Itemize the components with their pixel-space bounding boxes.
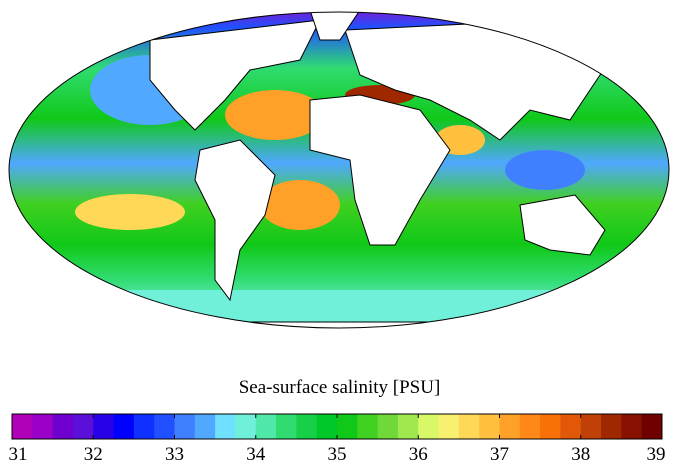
salinity-map	[8, 11, 670, 329]
antarctica	[9, 321, 669, 328]
colorbar-bin	[418, 414, 440, 439]
colorbar-bin	[337, 414, 358, 439]
colorbar-tick-label: 38	[571, 444, 591, 465]
colorbar-bin	[93, 414, 115, 439]
colorbar-bin	[32, 414, 54, 439]
colorbar-tick-label: 35	[327, 444, 347, 465]
colorbar-bin	[154, 414, 175, 439]
colorbar-tick-label: 39	[646, 444, 666, 465]
colorbar-bin	[12, 414, 33, 439]
globe-outline	[8, 11, 670, 329]
colorbar-bin	[458, 414, 480, 439]
colorbar-bin	[72, 414, 94, 439]
south-pacific-high	[75, 194, 185, 230]
colorbar-bin	[133, 414, 155, 439]
colorbar-bin	[255, 414, 277, 439]
colorbar-bin	[194, 414, 216, 439]
south-america	[194, 139, 276, 302]
north-america	[149, 19, 321, 131]
colorbar	[11, 413, 663, 440]
colorbar-tick-label: 37	[490, 444, 509, 465]
colorbar-bin	[397, 414, 419, 439]
colorbar-bin	[174, 414, 196, 439]
colorbar-bin	[438, 414, 460, 439]
colorbar-bin	[479, 414, 500, 439]
indonesia-low	[505, 150, 585, 190]
australia	[519, 194, 606, 256]
colorbar-bin	[560, 414, 582, 439]
colorbar-bin	[377, 414, 399, 439]
ocean-field	[9, 12, 669, 328]
colorbar-bin	[540, 414, 561, 439]
colorbar-tick-label: 32	[83, 444, 103, 465]
colorbar-bin	[641, 414, 663, 439]
colorbar-bin	[499, 414, 521, 439]
colorbar-bin	[215, 414, 236, 439]
colorbar-bin	[52, 414, 74, 439]
africa	[309, 94, 451, 246]
north-atlantic-high	[225, 90, 325, 140]
colorbar-bin	[601, 414, 622, 439]
colorbar-bin	[113, 414, 135, 439]
colorbar-tick-label: 34	[246, 444, 266, 465]
greenland	[309, 12, 361, 41]
colorbar-tick-label: 31	[8, 444, 28, 465]
colorbar-title: Sea-surface salinity [PSU]	[238, 377, 441, 398]
colorbar-bin	[621, 414, 643, 439]
colorbar-bin	[357, 414, 379, 439]
colorbar-bin	[276, 414, 297, 439]
colorbar-tick-label: 33	[165, 444, 184, 465]
colorbar-bin	[519, 414, 541, 439]
colorbar-bin	[316, 414, 338, 439]
colorbar-tick-label: 36	[408, 444, 428, 465]
colorbar-bin	[235, 414, 257, 439]
colorbar-bin	[296, 414, 318, 439]
colorbar-bin	[580, 414, 602, 439]
south-atlantic-high	[260, 180, 340, 230]
